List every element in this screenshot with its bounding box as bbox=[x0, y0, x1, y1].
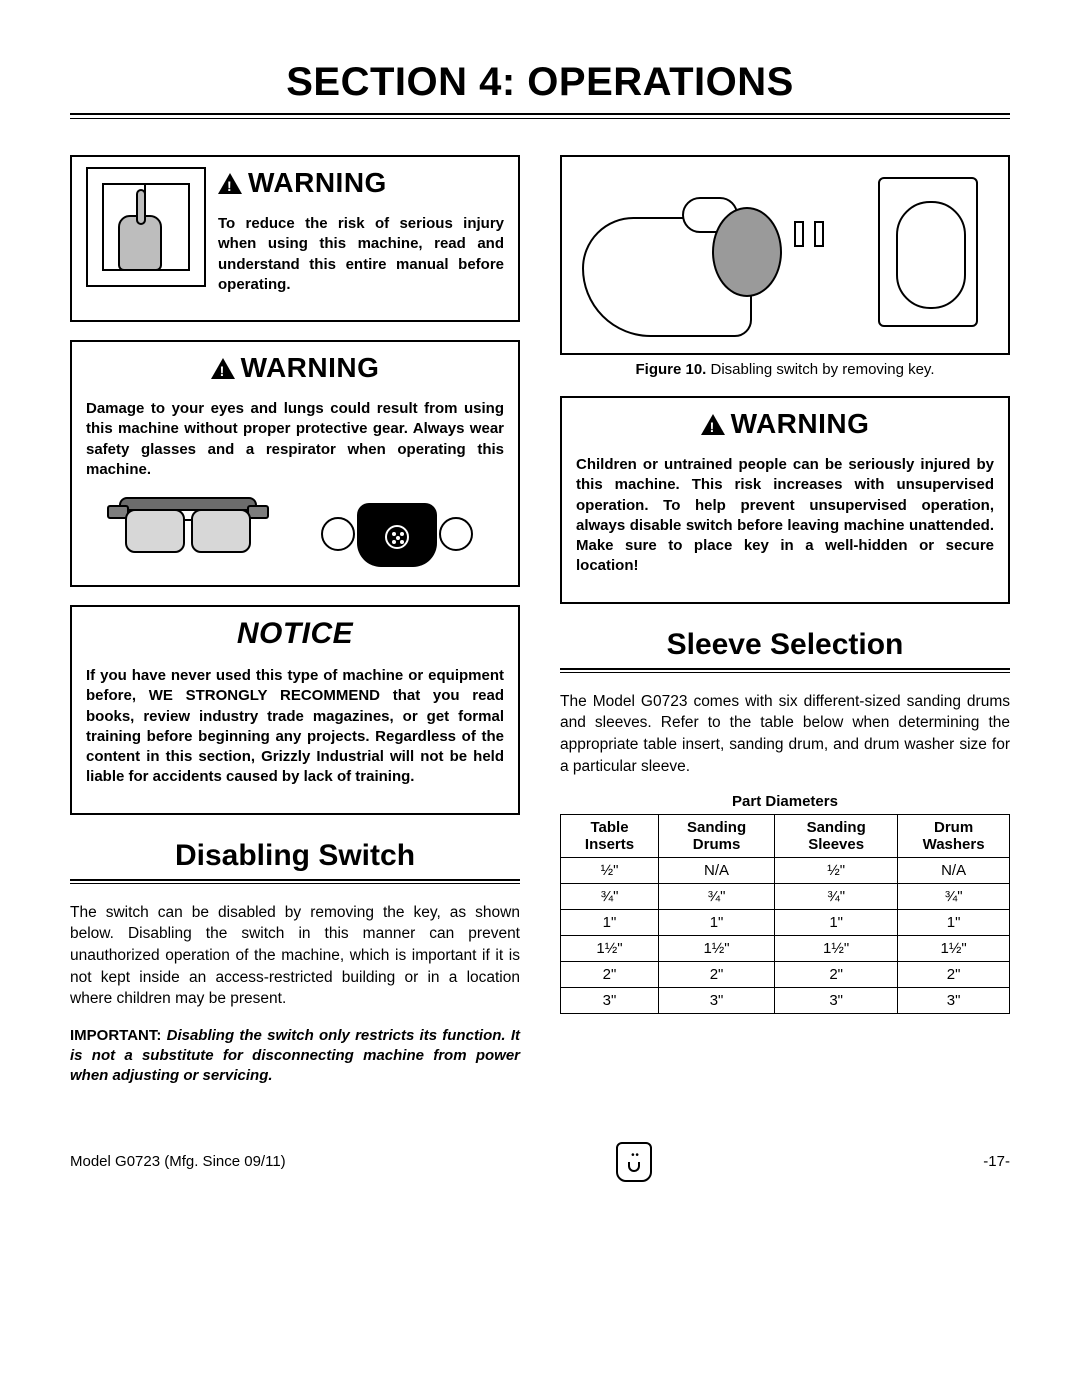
ppe-illustrations bbox=[86, 495, 504, 575]
warning-triangle-icon bbox=[701, 414, 725, 435]
table-header: Table Inserts bbox=[561, 815, 659, 858]
page-footer: Model G0723 (Mfg. Since 09/11) -17- bbox=[70, 1142, 1010, 1182]
table-cell: 1" bbox=[775, 910, 898, 936]
warning-box-ppe: WARNING Damage to your eyes and lungs co… bbox=[70, 340, 520, 587]
notice-text: If you have never used this type of mach… bbox=[86, 666, 504, 788]
table-row: 2"2"2"2" bbox=[561, 962, 1010, 988]
table-cell: 1" bbox=[898, 910, 1010, 936]
table-cell: 1" bbox=[659, 910, 775, 936]
important-lead: IMPORTANT: bbox=[70, 1027, 167, 1044]
table-header: Drum Washers bbox=[898, 815, 1010, 858]
warning-header: WARNING bbox=[86, 352, 504, 384]
notice-box: NOTICE If you have never used this type … bbox=[70, 605, 520, 815]
left-column: WARNING To reduce the risk of serious in… bbox=[70, 155, 520, 1102]
table-cell: ½" bbox=[775, 858, 898, 884]
table-cell: 1½" bbox=[898, 936, 1010, 962]
warning-label: WARNING bbox=[241, 352, 380, 384]
warning1-text: To reduce the risk of serious injury whe… bbox=[218, 214, 504, 295]
table-caption: Part Diameters bbox=[560, 793, 1010, 814]
part-diameters-table: Part Diameters Table Inserts Sanding Dru… bbox=[560, 793, 1010, 1014]
table-cell: 3" bbox=[659, 988, 775, 1014]
manual-illustration bbox=[86, 167, 206, 287]
table-cell: 1½" bbox=[659, 936, 775, 962]
table-header: Sanding Sleeves bbox=[775, 815, 898, 858]
table-header: Sanding Drums bbox=[659, 815, 775, 858]
table-row: 3"3"3"3" bbox=[561, 988, 1010, 1014]
table-cell: ¾" bbox=[898, 884, 1010, 910]
table-cell: 1½" bbox=[561, 936, 659, 962]
table-cell: 2" bbox=[775, 962, 898, 988]
disabling-switch-heading: Disabling Switch bbox=[70, 839, 520, 873]
figure-10-label: Figure 10. bbox=[635, 361, 706, 378]
sleeve-selection-heading: Sleeve Selection bbox=[560, 628, 1010, 662]
figure-10-illustration bbox=[560, 155, 1010, 355]
table-cell: 2" bbox=[898, 962, 1010, 988]
table-cell: ¾" bbox=[561, 884, 659, 910]
table-cell: ¾" bbox=[775, 884, 898, 910]
section-title: SECTION 4: OPERATIONS bbox=[70, 60, 1010, 105]
title-rule bbox=[70, 113, 1010, 119]
notice-label: NOTICE bbox=[86, 617, 504, 651]
table-cell: N/A bbox=[659, 858, 775, 884]
table-cell: ¾" bbox=[659, 884, 775, 910]
table-cell: 2" bbox=[561, 962, 659, 988]
table-cell: ½" bbox=[561, 858, 659, 884]
table-row: 1½"1½"1½"1½" bbox=[561, 936, 1010, 962]
figure-10-caption-text: Disabling switch by removing key. bbox=[711, 361, 935, 378]
warning-triangle-icon bbox=[218, 173, 242, 194]
table-cell: 1" bbox=[561, 910, 659, 936]
warning-box-children: WARNING Children or untrained people can… bbox=[560, 396, 1010, 604]
table-cell: 3" bbox=[775, 988, 898, 1014]
table-row: 1"1"1"1" bbox=[561, 910, 1010, 936]
grizzly-logo-icon bbox=[616, 1142, 652, 1182]
warning3-text: Children or untrained people can be seri… bbox=[576, 455, 994, 577]
respirator-icon bbox=[317, 495, 477, 575]
sleeve-selection-para: The Model G0723 comes with six different… bbox=[560, 691, 1010, 778]
subheading-rule bbox=[560, 668, 1010, 673]
table-row: ½"N/A½"N/A bbox=[561, 858, 1010, 884]
footer-page-number: -17- bbox=[983, 1153, 1010, 1170]
warning-box-read-manual: WARNING To reduce the risk of serious in… bbox=[70, 155, 520, 322]
warning-header: WARNING bbox=[218, 167, 504, 199]
two-column-layout: WARNING To reduce the risk of serious in… bbox=[70, 155, 1010, 1102]
warning2-text: Damage to your eyes and lungs could resu… bbox=[86, 399, 504, 480]
figure-10-caption: Figure 10. Disabling switch by removing … bbox=[560, 361, 1010, 378]
warning-label: WARNING bbox=[248, 167, 387, 199]
table-header-row: Table Inserts Sanding Drums Sanding Slee… bbox=[561, 815, 1010, 858]
right-column: Figure 10. Disabling switch by removing … bbox=[560, 155, 1010, 1102]
table-cell: 2" bbox=[659, 962, 775, 988]
warning-label: WARNING bbox=[731, 408, 870, 440]
footer-model: Model G0723 (Mfg. Since 09/11) bbox=[70, 1153, 286, 1170]
subheading-rule bbox=[70, 879, 520, 884]
disabling-switch-important: IMPORTANT: Disabling the switch only res… bbox=[70, 1026, 520, 1087]
safety-glasses-icon bbox=[113, 495, 263, 565]
warning-triangle-icon bbox=[211, 358, 235, 379]
warning-header: WARNING bbox=[576, 408, 994, 440]
table-cell: 3" bbox=[561, 988, 659, 1014]
table-cell: 1½" bbox=[775, 936, 898, 962]
table-cell: N/A bbox=[898, 858, 1010, 884]
table-cell: 3" bbox=[898, 988, 1010, 1014]
disabling-switch-para: The switch can be disabled by removing t… bbox=[70, 902, 520, 1010]
table-row: ¾"¾"¾"¾" bbox=[561, 884, 1010, 910]
